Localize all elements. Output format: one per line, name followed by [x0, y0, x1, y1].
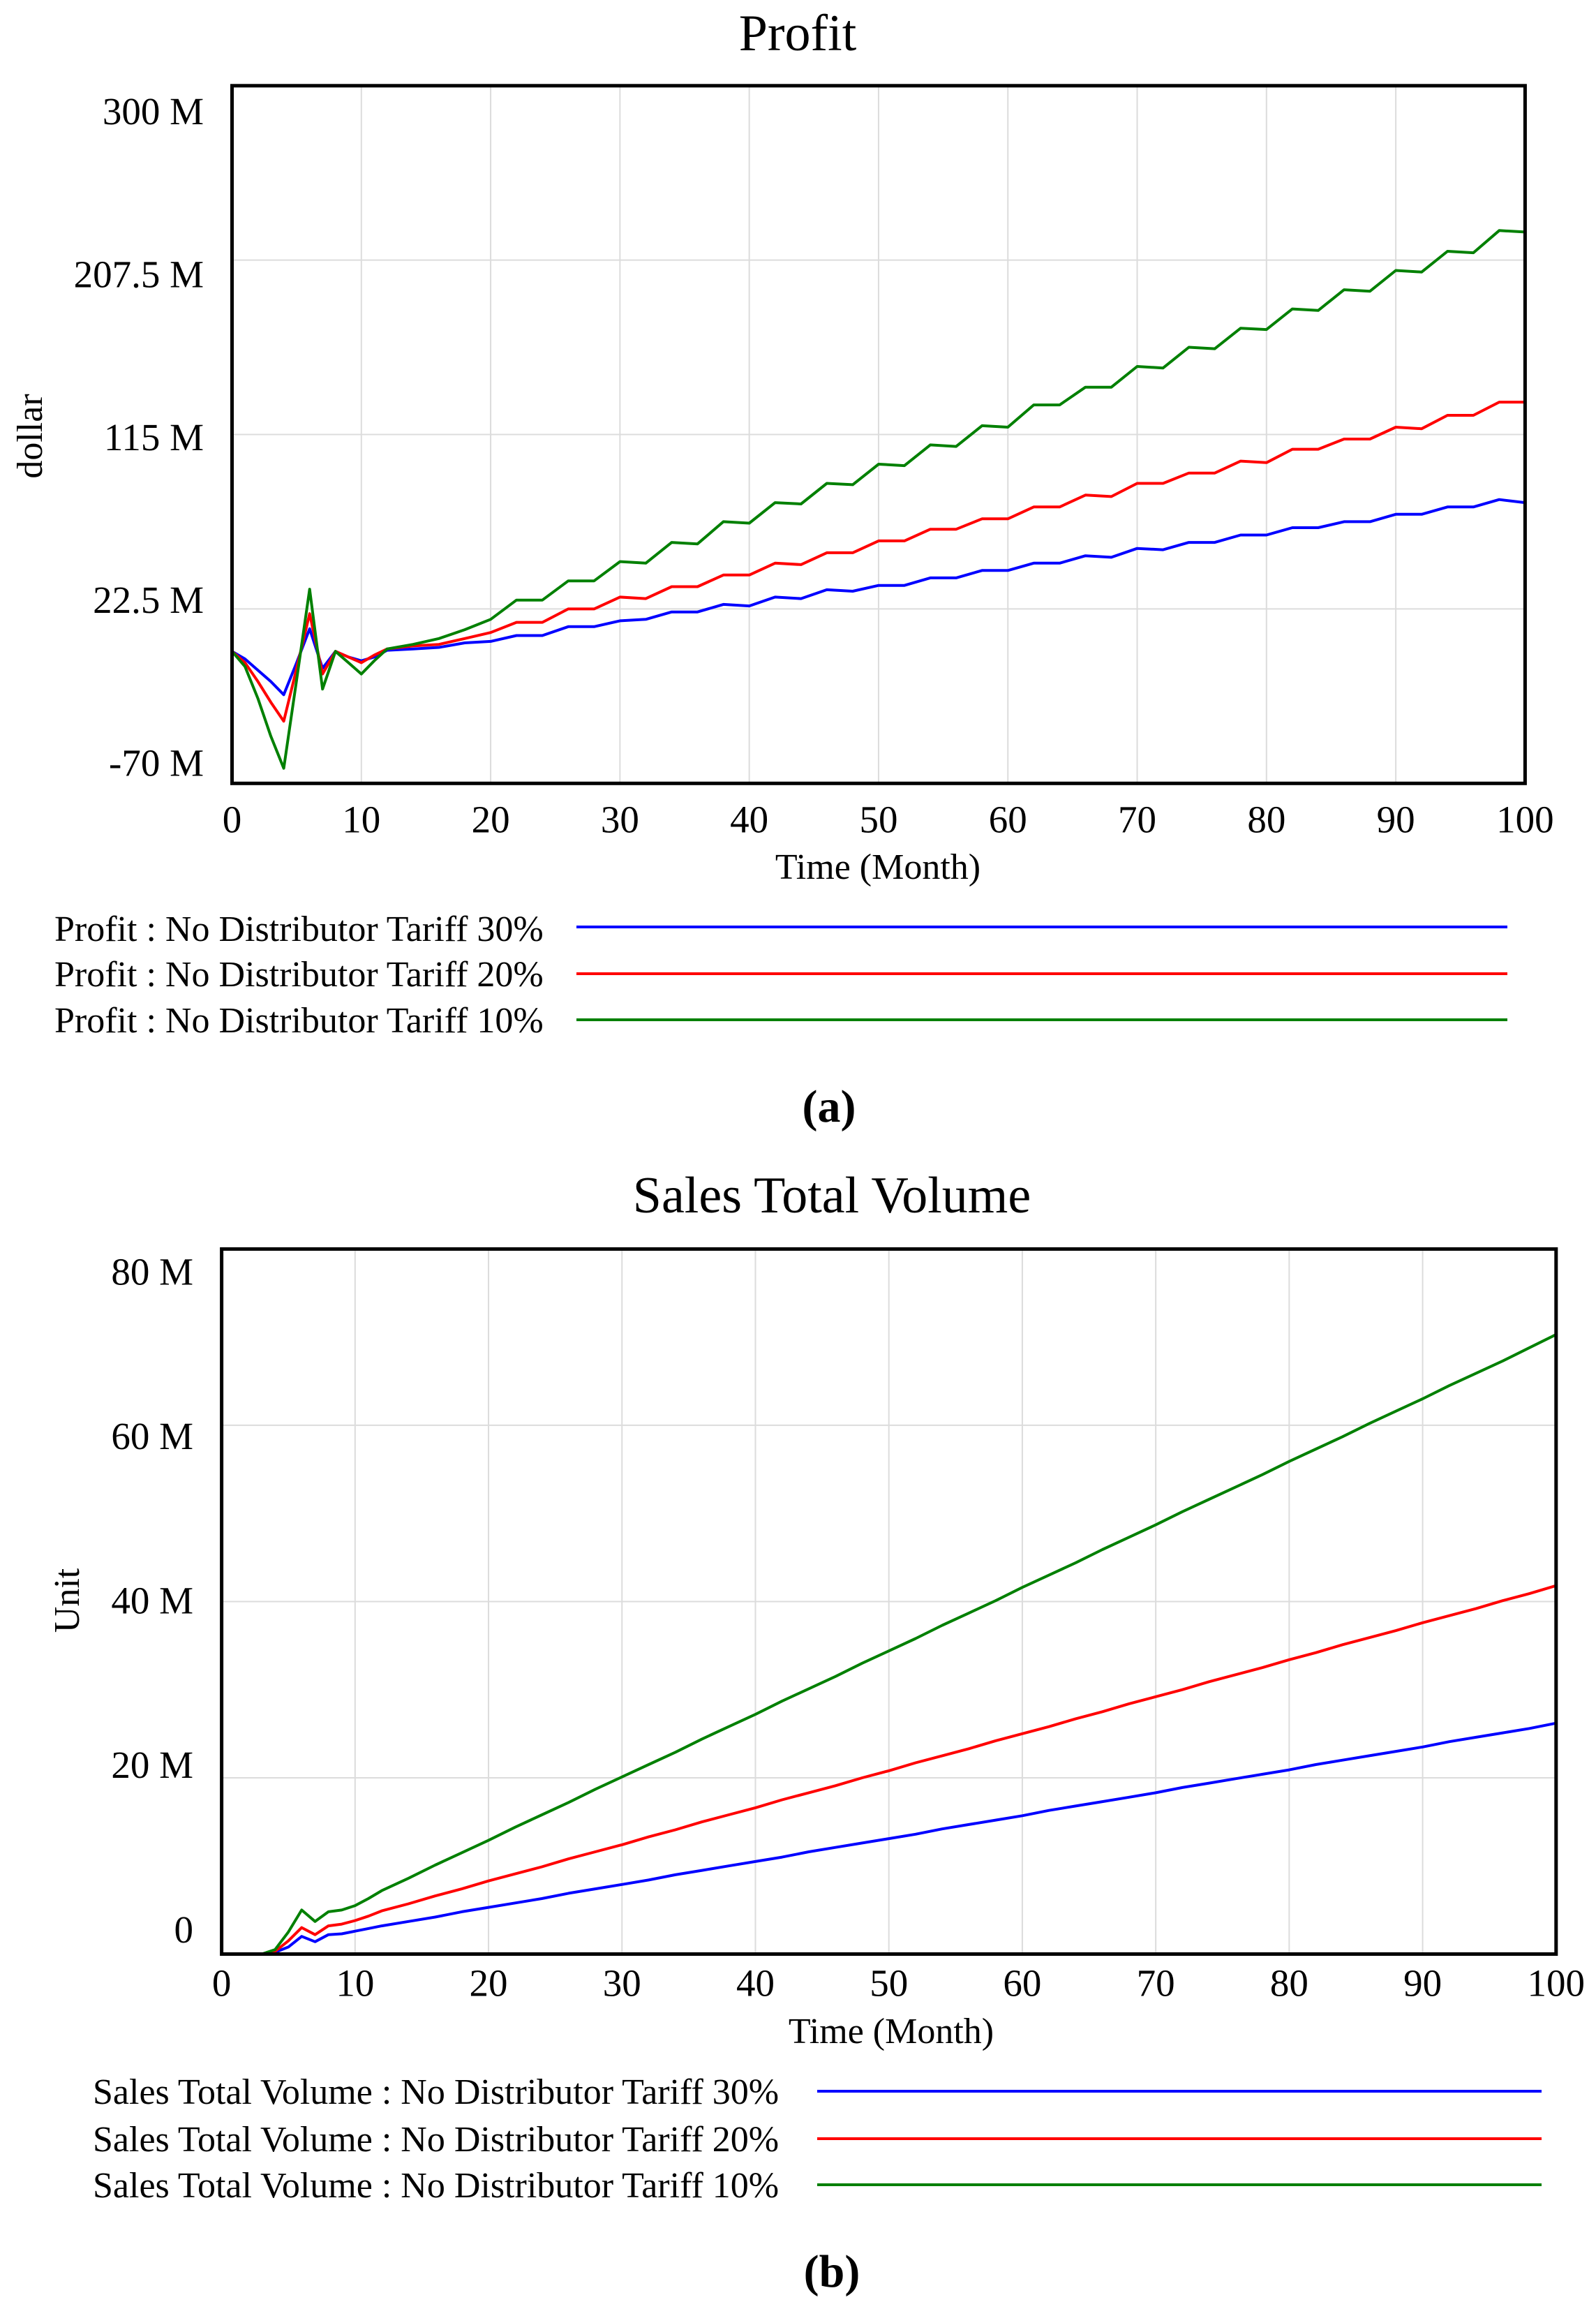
series-lines [220, 1332, 1558, 1956]
x-tick-label: 30 [603, 1961, 641, 2004]
legend-label: Profit : No Distributor Tariff 30% [54, 910, 544, 949]
x-tick-label: 70 [1137, 1961, 1175, 2004]
chart-title: Profit [739, 5, 857, 62]
tick-labels: 0 10 20 30 40 50 60 70 80 90 100 300 M 207.5 M 115 M 2… [74, 90, 1554, 840]
y-tick-label: 20 M [111, 1744, 193, 1786]
x-tick-label: 90 [1377, 798, 1415, 840]
x-tick-label: 80 [1270, 1961, 1308, 2004]
x-tick-label: 50 [870, 1961, 908, 2004]
y-tick-label: 0 [174, 1908, 194, 1951]
series-lines [230, 229, 1527, 770]
legend-item: Sales Total Volume : No Distributor Tari… [93, 2072, 1542, 2112]
series-line-tariff-20 [220, 1584, 1558, 1956]
series-line-tariff-20 [230, 401, 1527, 723]
legend: Sales Total Volume : No Distributor Tari… [93, 2072, 1542, 2206]
legend-item: Profit : No Distributor Tariff 30% [54, 910, 1507, 949]
x-tick-label: 30 [601, 798, 639, 840]
legend-item: Profit : No Distributor Tariff 10% [54, 1001, 1507, 1041]
legend-item: Profit : No Distributor Tariff 20% [54, 955, 1507, 995]
series-line-tariff-30 [220, 1721, 1558, 1956]
figure-caption: (a) [803, 1081, 856, 1132]
x-axis-label: Time (Month) [789, 2012, 994, 2051]
y-tick-label: 207.5 M [74, 253, 204, 295]
y-tick-label: 60 M [111, 1415, 193, 1457]
x-tick-label: 40 [730, 798, 768, 840]
x-tick-label: 60 [1003, 1961, 1041, 2004]
plot-border [220, 1247, 1558, 1956]
sales-total-volume-chart: Sales Total Volume 0 10 20 30 40 50 60 70 80 90 10… [47, 1167, 1585, 2297]
y-tick-label: 80 M [111, 1251, 193, 1293]
x-tick-label: 0 [212, 1961, 232, 2004]
x-tick-label: 0 [223, 798, 242, 840]
x-tick-label: 100 [1496, 798, 1554, 840]
x-tick-label: 70 [1118, 798, 1156, 840]
x-axis-label: Time (Month) [775, 847, 980, 887]
y-tick-label: 40 M [111, 1580, 193, 1622]
legend-item: Sales Total Volume : No Distributor Tari… [93, 2166, 1542, 2206]
legend: Profit : No Distributor Tariff 30% Profi… [54, 910, 1507, 1041]
legend-label: Sales Total Volume : No Distributor Tari… [93, 2166, 779, 2206]
legend-label: Sales Total Volume : No Distributor Tari… [93, 2120, 779, 2160]
figure-caption: (b) [804, 2246, 860, 2297]
y-tick-label: 22.5 M [93, 579, 204, 621]
x-tick-label: 80 [1247, 798, 1285, 840]
tick-labels: 0 10 20 30 40 50 60 70 80 90 100 80 M 60 M 40 M 20 M 0 [111, 1251, 1585, 2005]
profit-chart: Profit 0 10 20 30 40 50 60 70 80 90 100 300 M 207.5 … [10, 5, 1553, 1132]
series-line-tariff-10 [220, 1332, 1558, 1956]
legend-label: Profit : No Distributor Tariff 20% [54, 955, 544, 995]
legend-item: Sales Total Volume : No Distributor Tari… [93, 2120, 1542, 2160]
y-tick-label: -70 M [109, 742, 204, 785]
chart-title: Sales Total Volume [633, 1167, 1031, 1224]
y-axis-label: dollar [10, 394, 50, 478]
x-tick-label: 40 [736, 1961, 775, 2004]
legend-label: Sales Total Volume : No Distributor Tari… [93, 2072, 779, 2112]
x-tick-label: 90 [1403, 1961, 1442, 2004]
plot-border [230, 84, 1527, 785]
y-tick-label: 115 M [104, 416, 204, 459]
x-tick-label: 10 [336, 1961, 374, 2004]
y-axis-label: Unit [47, 1568, 87, 1633]
x-tick-label: 100 [1528, 1961, 1586, 2004]
y-tick-label: 300 M [103, 90, 204, 133]
series-line-tariff-10 [230, 229, 1527, 770]
x-tick-label: 20 [472, 798, 510, 840]
x-tick-label: 10 [342, 798, 380, 840]
x-tick-label: 20 [470, 1961, 508, 2004]
legend-label: Profit : No Distributor Tariff 10% [54, 1001, 544, 1041]
x-tick-label: 50 [859, 798, 897, 840]
x-tick-label: 60 [989, 798, 1027, 840]
